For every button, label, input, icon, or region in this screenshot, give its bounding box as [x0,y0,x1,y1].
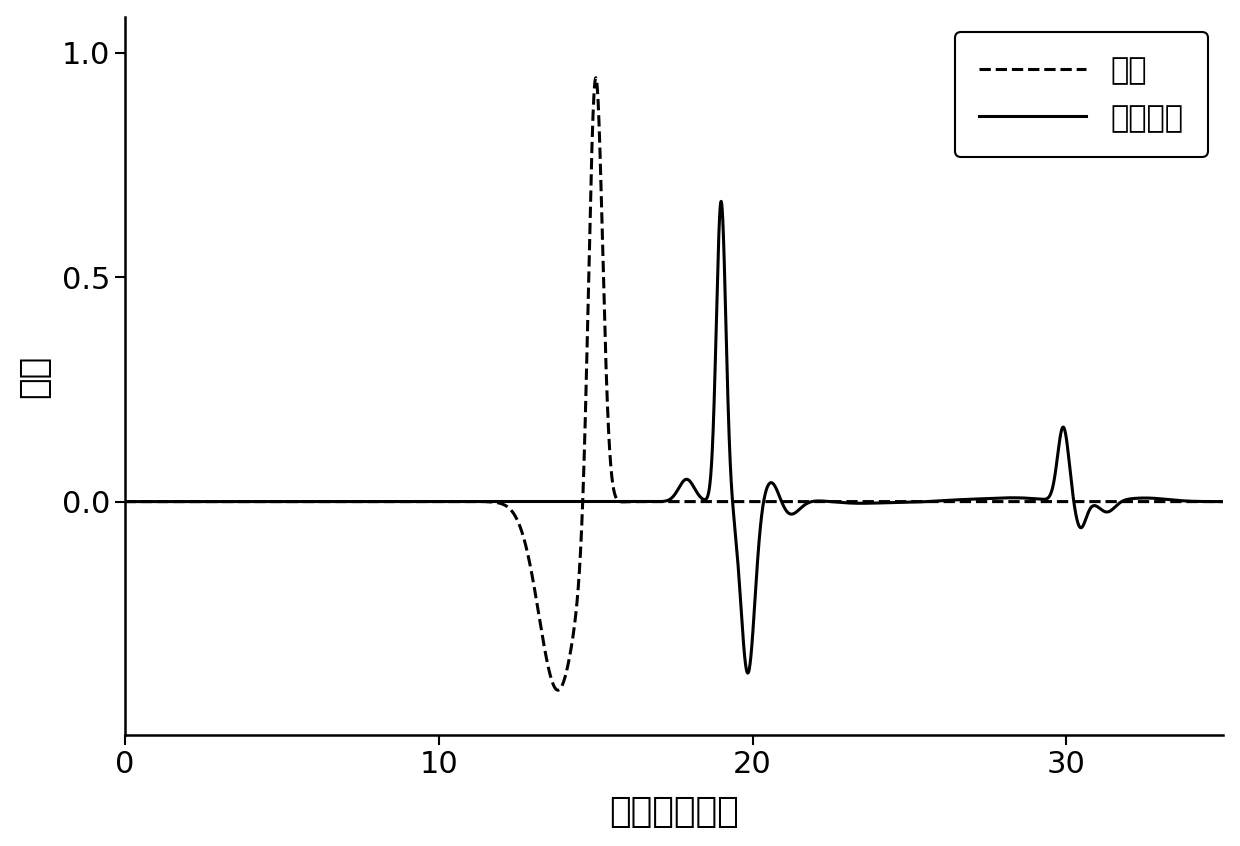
参考 [162,497,177,507]
参考 [1216,497,1231,507]
标准量具 [162,497,177,507]
参考 [1158,497,1173,507]
参考 [184,497,198,507]
标准量具 [655,497,670,507]
标准量具 [118,497,133,507]
标准量具 [123,497,138,507]
参考 [118,497,133,507]
Y-axis label: 振幅: 振幅 [16,354,51,398]
参考 [332,497,347,507]
标准量具 [1216,497,1231,507]
Line: 标准量具: 标准量具 [125,201,1224,673]
Line: 参考: 参考 [125,78,1224,690]
Legend: 参考, 标准量具: 参考, 标准量具 [955,32,1208,157]
标准量具 [1158,494,1173,504]
标准量具 [740,668,755,678]
标准量具 [184,497,198,507]
参考 [551,685,565,695]
标准量具 [714,196,729,206]
标准量具 [332,497,347,507]
参考 [655,497,670,507]
参考 [123,497,138,507]
X-axis label: 时间（皮秒）: 时间（皮秒） [609,795,739,829]
参考 [589,73,604,83]
